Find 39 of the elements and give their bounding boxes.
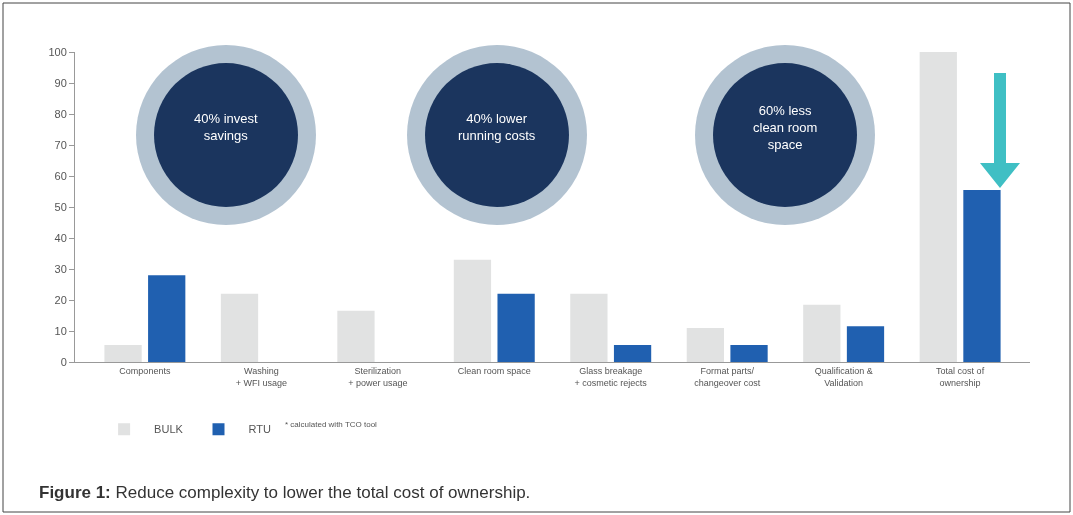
bar (570, 293, 608, 362)
x-tick-label: Clean room space (457, 365, 531, 376)
bar (919, 52, 957, 362)
x-tick-label: Format parts/ changeover cost (694, 365, 761, 388)
x-tick-label: Washing + WFI usage (235, 365, 287, 388)
bar (497, 293, 535, 362)
y-tick-label: 0 (60, 355, 67, 368)
legend-label: BULK (154, 423, 184, 436)
x-tick-label: Qualification & Validation (814, 365, 873, 388)
y-tick-label: 90 (54, 76, 67, 89)
y-tick-label: 40 (54, 231, 67, 244)
y-tick-label: 20 (54, 293, 67, 306)
x-tick-label: Glass breakage + cosmetic rejects (574, 365, 648, 388)
bar (686, 327, 724, 362)
bar (803, 304, 841, 362)
bar (613, 344, 652, 362)
y-tick-label: 50 (54, 200, 67, 213)
y-tick-label: 100 (48, 45, 67, 58)
x-tick-label: Components (119, 365, 171, 376)
y-tick-label: 70 (54, 138, 67, 151)
y-tick-label: 30 (54, 262, 67, 275)
legend-label: RTU (248, 423, 271, 436)
x-tick-label: Total cost of ownership (936, 365, 985, 388)
y-tick-label: 60 (54, 169, 67, 182)
annotation: 40% lower running costs (458, 111, 536, 143)
bar (220, 293, 259, 362)
bar (104, 344, 142, 362)
annotation: 60% less clean room space (753, 103, 818, 152)
bar (730, 344, 768, 362)
y-tick-label: 10 (54, 324, 67, 337)
text: * calculated with TCO tool (285, 420, 378, 429)
bar (337, 310, 375, 362)
x-tick-label: Sterilization + power usage (348, 365, 408, 388)
annotation: 40% invest savings (194, 111, 258, 143)
bar (148, 275, 186, 362)
bar (453, 259, 492, 362)
y-tick-label: 80 (54, 107, 67, 120)
text: Figure 1: Reduce complexity to lower the total cost of ownership. (39, 483, 531, 502)
bar (846, 326, 885, 362)
